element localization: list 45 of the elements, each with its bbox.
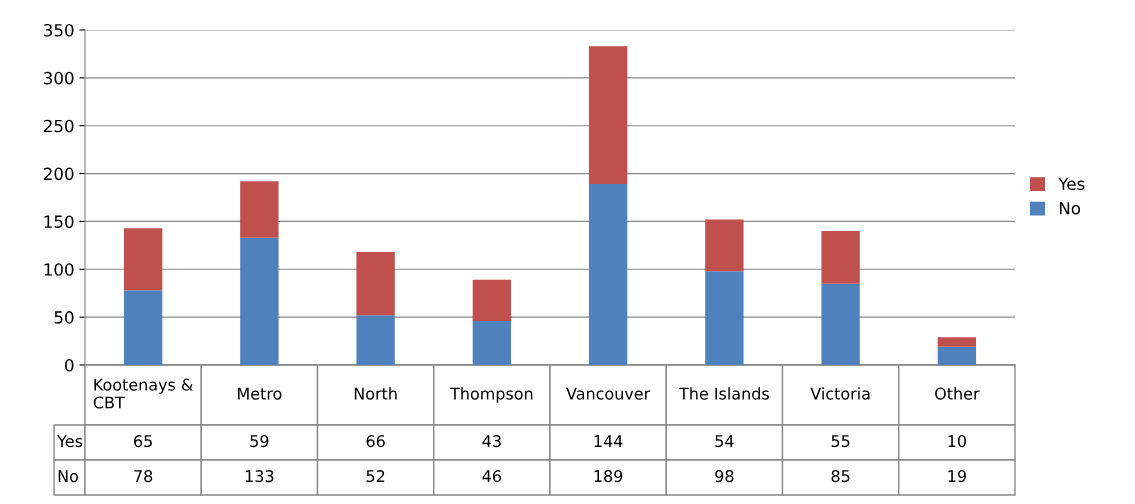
legend-label: No bbox=[1059, 202, 1081, 215]
bar bbox=[588, 46, 628, 185]
text: No bbox=[58, 470, 78, 483]
data-label: 133 bbox=[245, 470, 274, 483]
x-tick-label: Kootenays & CBT bbox=[93, 378, 193, 409]
x-tick-label: The Islands bbox=[679, 387, 769, 400]
y-tick-label: 300 bbox=[44, 71, 74, 85]
bar bbox=[937, 337, 977, 347]
y-tick-label: 50 bbox=[54, 311, 74, 324]
x-tick-label: Thompson bbox=[450, 387, 533, 403]
bar bbox=[240, 181, 279, 238]
data-label: 43 bbox=[482, 435, 501, 448]
bar bbox=[472, 279, 512, 321]
x-tick-label: Vancouver bbox=[566, 387, 651, 400]
bar bbox=[705, 219, 744, 272]
data-label: 46 bbox=[482, 470, 502, 483]
data-label: 52 bbox=[366, 470, 385, 483]
data-label: 85 bbox=[831, 470, 850, 483]
bar bbox=[937, 346, 977, 365]
data-label: 19 bbox=[948, 470, 966, 483]
y-tick-label: 200 bbox=[43, 167, 74, 181]
bar bbox=[356, 252, 395, 316]
data-label: 65 bbox=[134, 435, 152, 448]
x-tick-label: Metro bbox=[238, 387, 282, 400]
data-label: 78 bbox=[134, 470, 153, 483]
data-label: 66 bbox=[366, 435, 385, 448]
bar bbox=[821, 231, 860, 284]
text: Yes bbox=[57, 435, 83, 448]
bar bbox=[123, 228, 163, 291]
y-tick-label: 250 bbox=[43, 119, 74, 133]
data-label: 55 bbox=[831, 435, 850, 448]
data-label: 10 bbox=[948, 435, 966, 448]
y-tick-label: 100 bbox=[44, 263, 74, 276]
data-label: 54 bbox=[715, 435, 734, 448]
y-tick-label: 0 bbox=[65, 358, 74, 372]
data-label: 189 bbox=[594, 470, 623, 483]
y-tick-label: 350 bbox=[44, 23, 74, 37]
y-tick-label: 150 bbox=[44, 215, 74, 228]
legend-label: Yes bbox=[1058, 177, 1085, 191]
x-tick-label: Other bbox=[935, 387, 980, 400]
data-label: 59 bbox=[250, 435, 269, 448]
data-label: 144 bbox=[594, 435, 623, 447]
x-tick-label: North bbox=[354, 387, 397, 400]
data-label: 98 bbox=[715, 470, 734, 483]
x-tick-label: Victoria bbox=[810, 387, 870, 400]
